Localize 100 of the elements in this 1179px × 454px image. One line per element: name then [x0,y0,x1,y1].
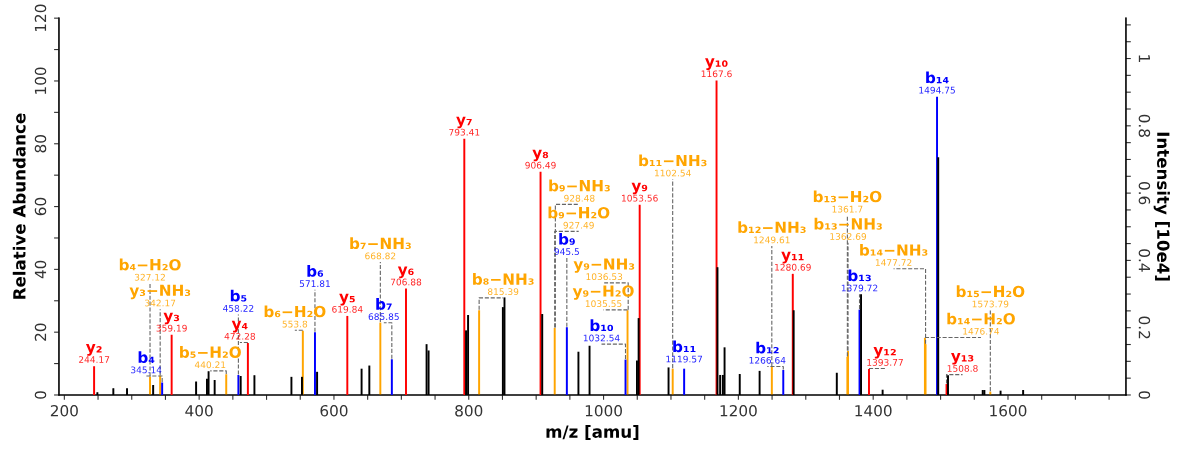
annotation: 458.22 [223,304,254,312]
y-tick-label: 80 [34,135,47,153]
y-tick-label: 60 [34,197,47,216]
annotation: 927.49 [563,221,594,229]
annotation: y₁₀ [705,58,728,70]
y-tick-label: 0 [34,391,47,399]
annotation: b₇−NH₃ [350,237,411,250]
annotation: 1379.72 [841,284,878,292]
annotation: 1119.57 [666,355,703,363]
annotation: 1280.69 [775,263,811,271]
annotation: b₉−NH₃ [549,179,610,192]
y2-tick-label: 0.8 [1138,114,1151,137]
y2-tick-label: 0 [1138,391,1151,399]
annotation: 668.82 [365,252,396,260]
y-tick-label: 20 [34,323,47,341]
annotation: 359.19 [156,324,187,332]
annotation: 928.48 [564,194,595,202]
y2-axis-title: Intensity [10e4] [1153,132,1170,281]
annotation: 619.84 [332,305,363,313]
annotation: y₉−NH₃ [573,258,635,273]
y-axis-title: Relative Abundance [12,113,26,299]
annotation: 342.17 [145,299,176,307]
annotation: 685.85 [368,313,399,321]
x-tick-label: 1000 [585,404,622,417]
annotation: y₄ [231,320,248,333]
annotation: b₁₃ [848,269,871,282]
x-tick-label: 1600 [990,404,1027,417]
annotation: b₁₃−NH₃ [814,217,882,230]
annotation: 815.39 [487,288,519,296]
annotation: 1573.79 [972,300,1009,308]
annotation: b₄−H₂O [119,258,181,271]
annotation: 906.49 [525,161,556,169]
annotation: 345.14 [131,366,162,374]
annotation: b₆ [307,265,324,277]
x-tick-label: 400 [185,404,213,417]
annotation: y₂ [85,344,102,356]
annotation: b₈−NH₃ [473,273,534,285]
annotation: 1477.72 [875,259,912,266]
y-tick-label: 120 [34,4,47,32]
y2-tick-label: 0.4 [1138,249,1151,272]
annotation: 1053.56 [622,194,658,202]
annotation: 1361.7 [832,205,863,213]
annotation: 553.8 [282,320,308,328]
annotation: b₁₃−H₂O [813,190,882,203]
annotation: 1508.8 [947,365,978,372]
x-tick-label: 600 [320,404,348,417]
annotation: b₇ [376,298,392,310]
annotation: b₁₄−NH₃ [860,243,928,256]
annotation: 1266.64 [749,356,786,364]
y-tick-label: 40 [34,260,47,279]
annotation: 1032.54 [583,334,620,342]
annotation: y₈ [532,149,549,162]
annotation: 1102.54 [655,169,691,177]
y-tick-label: 100 [34,67,47,94]
annotation: 706.88 [390,278,422,286]
annotation: b₅ [230,289,247,302]
annotation: 1393.77 [867,358,903,366]
annotation: 327.12 [134,273,165,281]
annotation: y₉ [631,182,648,195]
annotation: b₁₄ [926,71,949,84]
annotation: b₁₄−H₂O [947,312,1015,325]
x-tick-label: 800 [455,404,483,417]
x-tick-label: 200 [50,404,78,417]
annotation: 1362.69 [830,233,867,240]
annotation: y₁₂ [873,346,896,359]
annotation: 1249.61 [754,236,790,244]
annotation: 440.21 [194,361,226,369]
annotation: y₇ [456,116,472,129]
y2-tick-label: 1 [1138,55,1150,62]
annotation: b₁₂ [756,341,779,354]
annotation: 472.28 [224,332,256,340]
annotation: 1494.75 [919,86,955,94]
annotation: y₃ [163,312,180,325]
x-tick-label: 1200 [720,404,757,417]
annotation: b₁₁−NH₃ [639,154,707,167]
annotation: y₁₃ [951,352,974,365]
x-tick-label: 1400 [855,404,892,417]
annotation: b₁₅−H₂O [956,285,1025,298]
annotation: 571.81 [299,280,330,288]
x-axis-title: m/z [amu] [546,425,639,440]
annotation: 1476.74 [963,327,1000,335]
annotation: y₃−NH₃ [129,284,191,300]
annotation: 1036.53 [586,273,623,281]
annotation: y₅ [339,293,355,306]
annotation: b₄ [138,351,155,364]
y2-tick-label: 0.2 [1138,316,1151,339]
annotation: 1167.6 [701,70,732,78]
annotation: 945.5 [554,248,579,256]
annotation: 244.17 [78,356,110,363]
annotation: y₆ [397,266,414,279]
annotation: b₉−H₂O [548,206,610,219]
y2-tick-label: 0.6 [1138,181,1151,205]
annotation: b₁₀ [590,319,614,332]
annotation: b₁₂−NH₃ [738,221,806,234]
annotation: b₆−H₂O [264,305,326,318]
annotation: y₁₁ [781,251,804,264]
annotation: 793.41 [449,128,480,136]
annotation: b₅−H₂O [180,346,241,358]
annotation: y₉−H₂O [572,285,634,300]
annotation: 1035.55 [585,300,622,308]
